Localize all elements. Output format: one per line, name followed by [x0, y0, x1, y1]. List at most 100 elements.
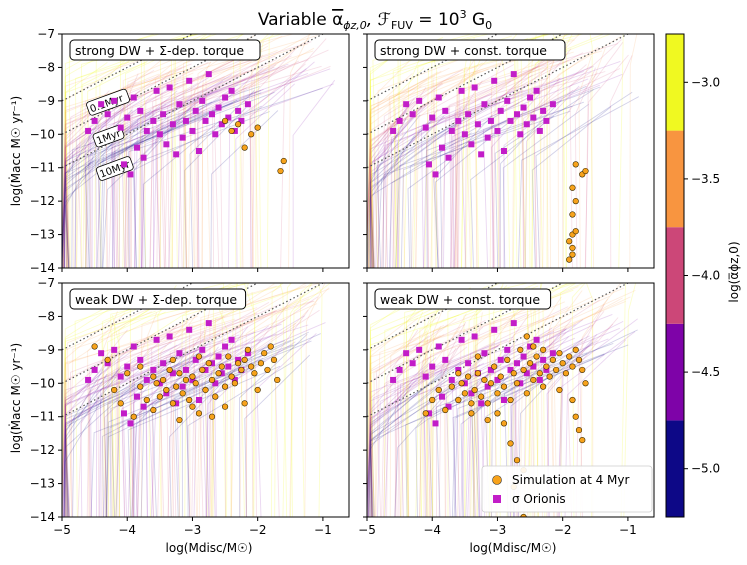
simulation-point — [556, 350, 563, 357]
evolution-track — [101, 306, 156, 517]
y-tick-label: −8 — [37, 309, 55, 323]
sigma-orionis-point — [442, 107, 449, 114]
simulation-point — [504, 356, 511, 363]
evolution-track — [87, 312, 126, 517]
evolution-track — [397, 344, 501, 517]
simulation-point — [572, 228, 579, 235]
evolution-track — [423, 88, 541, 268]
sigma-orionis-point — [130, 94, 137, 101]
sigma-orionis-point — [435, 343, 442, 350]
sigma-orionis-point — [195, 397, 202, 403]
simulation-point — [176, 370, 183, 377]
evolution-track — [126, 71, 271, 268]
evolution-track — [492, 67, 548, 268]
simulation-point — [523, 390, 530, 397]
evolution-track — [116, 312, 258, 517]
evolution-track — [629, 34, 638, 268]
legend: Simulation at 4 Myr σ Orionis — [481, 465, 653, 513]
sigma-orionis-point — [117, 373, 124, 380]
simulation-points — [91, 343, 281, 424]
evolution-track — [85, 97, 178, 268]
y-tick-label: −8 — [37, 60, 55, 74]
evolution-track — [535, 91, 633, 268]
evolution-track — [63, 114, 155, 268]
title-sup: 3 — [460, 8, 467, 21]
sigma-orionis-point — [209, 360, 216, 367]
simulation-point — [569, 363, 576, 370]
evolution-track — [210, 110, 279, 268]
y-tick-label: −10 — [30, 127, 55, 141]
simulation-point — [569, 211, 576, 218]
evolution-track — [228, 68, 307, 268]
simulation-point — [575, 356, 583, 363]
legend-simulation-label: Simulation at 4 Myr — [512, 473, 630, 487]
sigma-orionis-point — [244, 350, 251, 357]
sigma-orionis-point — [182, 366, 189, 373]
evolution-track — [105, 340, 286, 517]
sigma-orionis-point — [153, 87, 160, 94]
evolution-track — [368, 85, 422, 268]
evolution-track — [373, 101, 412, 268]
simulation-point — [225, 353, 232, 360]
evolution-track — [134, 91, 213, 268]
simulation-point — [202, 386, 209, 394]
sigma-orionis-point — [215, 104, 222, 111]
sigma-orionis-point — [478, 400, 485, 407]
panel-label: weak DW + Σ-dep. torque — [69, 288, 247, 310]
evolution-track — [470, 115, 555, 268]
evolution-track — [241, 47, 315, 268]
colorbar-band — [666, 323, 684, 421]
simulation-point — [153, 380, 160, 387]
evolution-track — [251, 291, 256, 517]
x-tick-label: −2 — [249, 523, 267, 537]
sigma-orionis-point — [461, 131, 468, 138]
evolution-track — [367, 114, 421, 268]
evolution-track — [62, 121, 138, 268]
evolution-track — [560, 283, 577, 517]
evolution-track — [552, 290, 583, 517]
evolution-track — [465, 65, 476, 268]
evolution-track — [575, 317, 619, 517]
evolution-track — [565, 34, 573, 268]
evolution-track — [502, 103, 589, 268]
evolution-track — [184, 302, 270, 517]
evolution-track — [369, 381, 458, 517]
colorbar-band — [666, 420, 684, 517]
evolution-track — [121, 76, 240, 268]
sigma-orionis-point — [474, 121, 481, 128]
evolution-track — [230, 288, 330, 517]
evolution-track — [390, 81, 538, 268]
sigma-orionis-point — [416, 97, 423, 104]
evolution-track — [429, 315, 556, 517]
evolution-track — [164, 71, 248, 268]
plot-area — [367, 34, 654, 268]
evolution-track — [569, 39, 622, 268]
evolution-track — [393, 67, 425, 268]
evolution-track — [63, 345, 140, 517]
sigma-orionis-point — [465, 111, 472, 118]
evolution-track — [584, 54, 629, 268]
evolution-track — [74, 111, 204, 268]
evolution-track — [82, 61, 212, 268]
evolution-track — [367, 362, 485, 517]
sigma-orionis-point — [403, 350, 410, 357]
evolution-track — [132, 106, 192, 268]
evolution-track — [213, 65, 331, 268]
sigma-orionis-point — [504, 97, 511, 104]
evolution-track — [609, 55, 633, 268]
evolution-track — [382, 68, 464, 268]
evolution-track — [214, 345, 273, 517]
evolution-track — [419, 313, 528, 517]
evolution-track — [169, 304, 279, 517]
evolution-track — [420, 310, 438, 517]
sigma-orionis-point — [523, 121, 530, 128]
simulation-point — [569, 244, 576, 252]
evolution-track — [524, 85, 580, 268]
sigma-orionis-point — [212, 131, 219, 138]
simulation-point — [221, 117, 229, 125]
sigma-orionis-point — [202, 366, 209, 373]
sigma-orionis-point — [533, 87, 540, 94]
simulation-point — [507, 440, 514, 447]
axes-frame — [61, 33, 350, 269]
evolution-track — [64, 311, 152, 517]
